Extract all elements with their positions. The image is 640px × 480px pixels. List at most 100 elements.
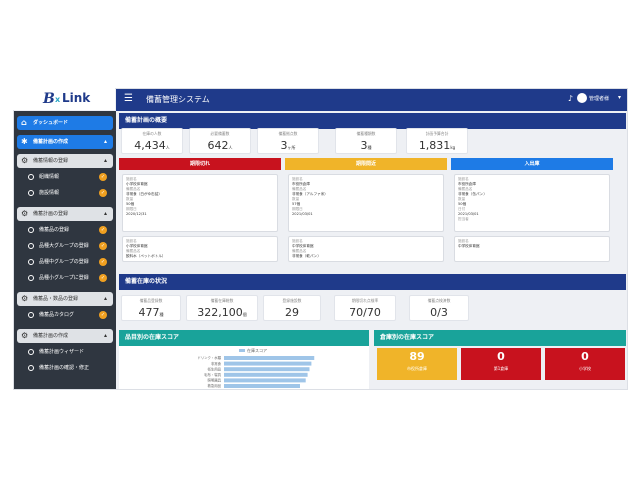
sidebar-item-label: 備蓄情報の登録 [33, 158, 69, 164]
kpi-label: 備蓄在庫総数 [210, 298, 234, 303]
circle-icon [28, 243, 34, 249]
category-bar [224, 367, 310, 372]
sidebar-item-large-group[interactable]: 品種大グループの登録 ✓ [17, 239, 113, 253]
app-window: ☰ 備蓄管理システム ♪ 管理者様 ▾ ⌂ ダッシュボード ✱ 備蓄計画の作成 … [13, 88, 628, 390]
kpi-card: 登録施設数 29 [263, 295, 321, 321]
chevron-down-icon[interactable]: ▾ [617, 94, 621, 101]
circle-icon [28, 365, 34, 371]
near-expiry-column: 期限間近 施設名 市役所倉庫 備蓄品名 非常食（アルファ米） 数量 57個 期限日 20… [285, 158, 447, 263]
kpi-card: 期限切れ点検率 70/70 [334, 295, 396, 321]
user-name[interactable]: 管理者様 [588, 96, 609, 102]
kpi-label: 登録施設数 [282, 298, 302, 303]
column-header: 入出庫 [451, 158, 613, 170]
kpi-label: 期限切れ点検率 [351, 298, 379, 303]
circle-icon [28, 259, 34, 265]
kpi-value: 4,434人 [134, 139, 170, 152]
sidebar-item-dashboard[interactable]: ⌂ ダッシュボード [17, 116, 113, 130]
kpi-value: 642人 [207, 139, 233, 152]
kpi-value: 322,100個 [197, 306, 247, 319]
sidebar-section-plan-create[interactable]: ⚙ 備蓄計画の作成 ▴ [17, 329, 113, 343]
circle-icon [28, 312, 34, 318]
top-bar: ☰ 備蓄管理システム ♪ 管理者様 ▾ [116, 89, 627, 111]
sidebar-item-wizard[interactable]: 備蓄計画ウィザード [17, 345, 113, 359]
legend-label: 在庫スコア [247, 347, 267, 353]
kpi-label: 備蓄品登録数 [139, 298, 163, 303]
stock-card[interactable]: 施設名 中学校体育館 備蓄品名 非常食（乾パン） [288, 236, 444, 262]
kpi-card: 備蓄種類数 3種 [335, 128, 397, 154]
category-bar [224, 361, 312, 366]
sidebar-item-label: 品種小グループに登録 [39, 275, 89, 281]
category-score-chart: 在庫スコア ドリンク・水類 非常食 衛生用品 毛布・寝具 照明器具 救急用品 [119, 346, 369, 389]
stock-card[interactable]: 施設名 小学校体育館 備蓄品名 飲料水（ペットボトル） [122, 236, 278, 262]
stock-card[interactable]: 施設名 中学校体育館 [454, 236, 610, 262]
kpi-label: 備蓄種類数 [356, 131, 376, 136]
sidebar-item-plan-create[interactable]: ✱ 備蓄計画の作成 ▴ [17, 135, 113, 149]
plan-overview-header: 備蓄計画の概要 [119, 113, 626, 129]
category-label: ドリンク・水類 [197, 355, 221, 360]
chevron-up-icon: ▴ [103, 332, 107, 339]
sidebar-item-label: 備蓄品・数品の登録 [33, 296, 79, 302]
sidebar-item-label: 備蓄計画の作成 [33, 139, 69, 145]
user-avatar-icon[interactable] [577, 93, 587, 103]
stock-card[interactable]: 施設名 小学校体育館 備蓄品名 非常食（白がゆ缶詰） 数量 50個 期限日 2020/1… [122, 174, 278, 232]
kpi-card: 備蓄拠点数 3ヶ所 [257, 128, 319, 154]
kpi-value: 0/3 [430, 306, 448, 319]
kpi-card: 備蓄品登録数 477種 [121, 295, 181, 321]
kpi-value: 29 [285, 306, 299, 319]
check-icon: ✓ [99, 242, 107, 250]
sidebar-item-label: 備蓄計画の登録 [33, 211, 69, 217]
kpi-value: 3種 [360, 139, 372, 152]
bell-icon[interactable]: ♪ [567, 94, 573, 103]
warehouse-score-card[interactable]: 89 市役所倉庫 [377, 348, 457, 380]
app-title: 備蓄管理システム [146, 95, 210, 104]
sidebar-item-facility[interactable]: 施設情報 ✓ [17, 186, 113, 200]
warehouse-score-header: 倉庫別の在庫スコア [374, 330, 626, 346]
sidebar-item-label: 備蓄品の登録 [39, 227, 70, 233]
column-header: 期限間近 [285, 158, 447, 170]
hamburger-menu-icon[interactable]: ☰ [124, 93, 133, 104]
kpi-label: 備蓄点検済数 [427, 298, 451, 303]
sidebar-item-label: 組織情報 [39, 174, 60, 180]
category-label: 照明器具 [207, 378, 221, 383]
sidebar-item-stock-item[interactable]: 備蓄品の登録 ✓ [17, 223, 113, 237]
sidebar-item-label: 品種中グループの登録 [39, 259, 89, 265]
sidebar-section-stock-register[interactable]: ⚙ 備蓄品・数品の登録 ▴ [17, 292, 113, 306]
warehouse-score-card[interactable]: 0 第1倉庫 [461, 348, 541, 380]
kpi-value: 70/70 [349, 306, 381, 319]
kpi-value: 1,831kg [418, 139, 456, 152]
gear-icon: ⚙ [21, 209, 29, 218]
stock-card[interactable]: 施設名 市役所倉庫 備蓄品名 非常食（缶パン） 数量 50個 日付 2021/03/01… [454, 174, 610, 232]
in-out-column: 入出庫 施設名 市役所倉庫 備蓄品名 非常食（缶パン） 数量 50個 日付 2021/0… [451, 158, 613, 263]
check-icon: ✓ [99, 173, 107, 181]
category-bar [224, 378, 306, 383]
sidebar-item-organization[interactable]: 組織情報 ✓ [17, 170, 113, 184]
sidebar-item-small-group[interactable]: 品種小グループに登録 ✓ [17, 271, 113, 285]
sidebar: ⌂ ダッシュボード ✱ 備蓄計画の作成 ▴ ⚙ 備蓄情報の登録 ▴ 組織情報 ✓… [14, 111, 116, 389]
sidebar-item-label: 品種大グループの登録 [39, 243, 89, 249]
kpi-label: 在庫の人数 [142, 131, 162, 136]
check-icon: ✓ [99, 189, 107, 197]
kpi-value: 3ヶ所 [280, 139, 296, 152]
sidebar-section-plan-register[interactable]: ⚙ 備蓄計画の登録 ▴ [17, 207, 113, 221]
kpi-card: 計画予算合計 1,831kg [406, 128, 468, 154]
circle-icon [28, 275, 34, 281]
check-icon: ✓ [99, 258, 107, 266]
gear-icon: ⚙ [21, 156, 29, 165]
column-header: 期限切れ [119, 158, 281, 170]
sidebar-item-plan-review[interactable]: 備蓄計画の確認・修正 [17, 361, 113, 375]
sidebar-item-label: 備蓄品カタログ [39, 312, 75, 318]
stock-card[interactable]: 施設名 市役所倉庫 備蓄品名 非常食（アルファ米） 数量 57個 期限日 2021/03… [288, 174, 444, 232]
warehouse-score-card[interactable]: 0 小学校 [545, 348, 625, 380]
category-bar [224, 384, 300, 388]
check-icon: ✓ [99, 274, 107, 282]
sidebar-item-label: 備蓄計画の確認・修正 [39, 365, 90, 371]
category-bar [224, 356, 315, 360]
kpi-value: 477種 [138, 306, 164, 319]
sidebar-item-medium-group[interactable]: 品種中グループの登録 ✓ [17, 255, 113, 269]
category-bar [224, 372, 308, 377]
legend-swatch [239, 349, 245, 352]
sidebar-item-label: 備蓄計画の作成 [33, 333, 69, 339]
sidebar-item-catalog[interactable]: 備蓄品カタログ ✓ [17, 308, 113, 322]
sidebar-section-stock-info[interactable]: ⚙ 備蓄情報の登録 ▴ [17, 154, 113, 168]
